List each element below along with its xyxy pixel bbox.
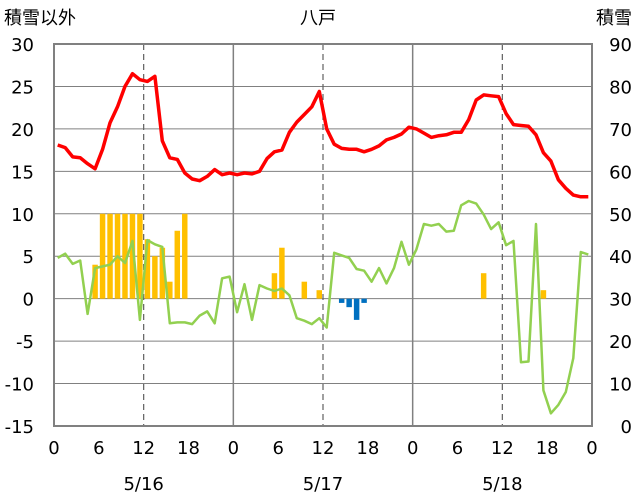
bar-0-4 <box>122 213 128 299</box>
right-axis-title: 積雪 <box>596 8 632 29</box>
right-tick-label: 20 <box>609 332 632 353</box>
x-tick-label: 18 <box>536 438 559 459</box>
bar-0-9 <box>159 247 166 299</box>
bar-0-15 <box>301 281 308 299</box>
bar-0-2 <box>107 213 113 299</box>
bar-0-12 <box>182 213 188 299</box>
bar-0-7 <box>144 239 151 299</box>
x-tick-label: 6 <box>272 438 283 459</box>
green-series-line <box>57 199 589 415</box>
bar-0-11 <box>174 230 181 299</box>
left-axis-title: 積雪以外 <box>4 8 76 29</box>
plot-frame <box>53 43 593 427</box>
x-tick-label: 0 <box>228 438 239 459</box>
grid <box>54 44 592 426</box>
line-series <box>57 71 589 415</box>
left-tick-label: -5 <box>16 332 34 353</box>
left-tick-label: -15 <box>5 417 34 438</box>
left-tick-label: 30 <box>11 35 34 56</box>
red-series-line <box>57 71 589 199</box>
left-tick-label: 5 <box>23 247 34 268</box>
x-tick-label: 6 <box>452 438 463 459</box>
bar-1-0 <box>338 298 345 303</box>
right-tick-label: 80 <box>609 77 632 98</box>
x-tick-label: 12 <box>132 438 155 459</box>
bar-0-13 <box>271 273 278 299</box>
x-tick-label: 12 <box>312 438 335 459</box>
bar-0-10 <box>167 281 173 299</box>
right-tick-label: 90 <box>609 35 632 56</box>
right-tick-label: 70 <box>609 120 632 141</box>
date-label: 5/16 <box>123 474 163 495</box>
bar-1-3 <box>361 298 367 303</box>
left-tick-label: 20 <box>11 120 34 141</box>
left-tick-label: 0 <box>23 290 34 311</box>
x-tick-label: 0 <box>586 438 597 459</box>
bar-0-1 <box>99 213 106 299</box>
x-tick-label: 0 <box>407 438 418 459</box>
bar-0-5 <box>129 213 136 299</box>
bar-0-18 <box>540 290 547 299</box>
left-tick-label: -10 <box>5 375 34 396</box>
date-label: 5/18 <box>482 474 522 495</box>
bar-1-1 <box>346 298 352 308</box>
bar-0-14 <box>279 247 285 299</box>
x-tick-label: 12 <box>491 438 514 459</box>
x-tick-label: 18 <box>356 438 379 459</box>
bar-0-0 <box>92 264 98 299</box>
x-tick-label: 0 <box>48 438 59 459</box>
right-tick-label: 60 <box>609 162 632 183</box>
bar-1-2 <box>353 298 360 320</box>
tick-labels: 302520151050-5-10-1590807060504030201000… <box>5 35 632 495</box>
right-tick-label: 30 <box>609 290 632 311</box>
left-tick-label: 25 <box>11 77 34 98</box>
left-tick-label: 10 <box>11 205 34 226</box>
bar-0-8 <box>152 256 158 299</box>
right-tick-label: 50 <box>609 205 632 226</box>
right-tick-label: 10 <box>609 375 632 396</box>
chart-title: 八戸 <box>300 8 336 29</box>
bar-0-16 <box>316 290 322 299</box>
bar-0-17 <box>480 273 487 299</box>
x-tick-label: 18 <box>177 438 200 459</box>
bar-0-6 <box>137 213 143 299</box>
left-tick-label: 15 <box>11 162 34 183</box>
date-label: 5/17 <box>303 474 343 495</box>
bar-series <box>92 213 547 320</box>
x-tick-label: 6 <box>93 438 104 459</box>
right-tick-label: 0 <box>621 417 632 438</box>
right-tick-label: 40 <box>609 247 632 268</box>
